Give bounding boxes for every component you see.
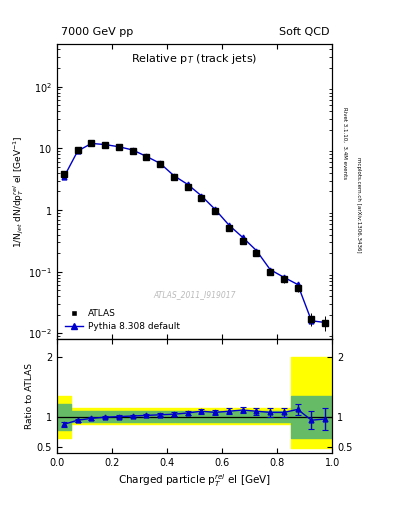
Text: Soft QCD: Soft QCD [279,27,329,37]
Text: mcplots.cern.ch [arXiv:1306.3436]: mcplots.cern.ch [arXiv:1306.3436] [356,157,361,252]
Y-axis label: 1/N$_{jet}$ dN/dp$_{T}^{rel}$ el [GeV$^{-1}$]: 1/N$_{jet}$ dN/dp$_{T}^{rel}$ el [GeV$^{… [11,135,26,248]
X-axis label: Charged particle p$_{T}^{rel}$ el [GeV]: Charged particle p$_{T}^{rel}$ el [GeV] [118,472,271,489]
Text: 7000 GeV pp: 7000 GeV pp [61,27,133,37]
Text: Rivet 3.1.10,  3.4M events: Rivet 3.1.10, 3.4M events [343,108,348,179]
Legend: ATLAS, Pythia 8.308 default: ATLAS, Pythia 8.308 default [61,305,183,335]
Text: Relative p$_{T}$ (track jets): Relative p$_{T}$ (track jets) [131,52,258,67]
Y-axis label: Ratio to ATLAS: Ratio to ATLAS [25,363,34,429]
Text: ATLAS_2011_I919017: ATLAS_2011_I919017 [153,290,236,300]
